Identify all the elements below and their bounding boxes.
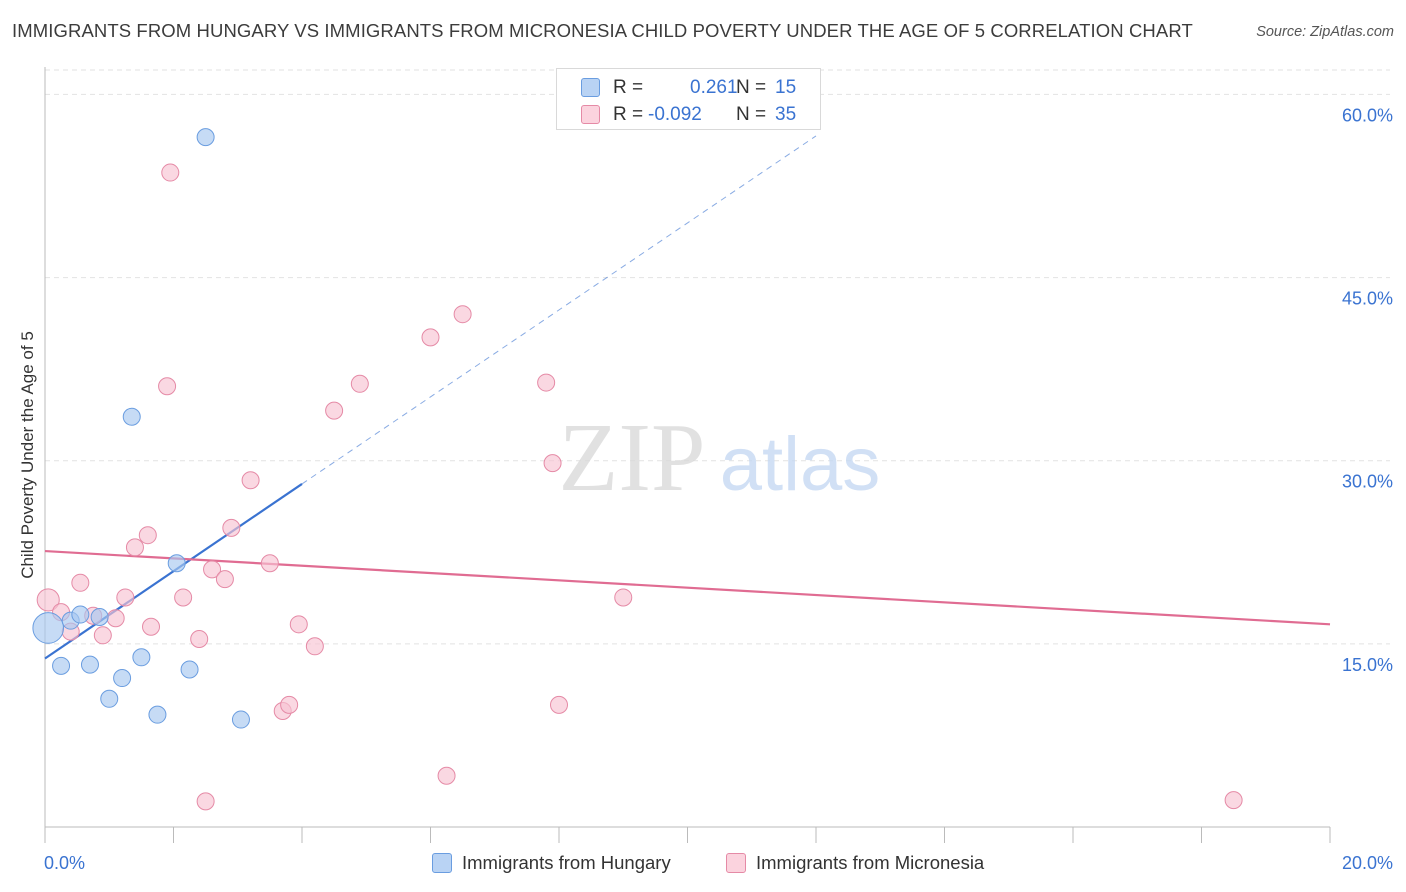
data-point — [148, 705, 167, 724]
data-point — [138, 526, 157, 545]
data-point — [196, 792, 215, 811]
data-point — [215, 570, 234, 589]
data-point — [100, 689, 119, 708]
legend-r-label: R = — [613, 77, 644, 98]
data-point — [421, 328, 440, 347]
trend-line — [44, 549, 1331, 626]
data-point — [32, 612, 65, 644]
series-swatch-micronesia — [726, 853, 746, 873]
legend-n-value: 35 — [775, 104, 797, 125]
data-point — [71, 605, 90, 624]
legend-n-label: N = — [736, 104, 767, 125]
x-tick-label: 20.0% — [1342, 853, 1393, 873]
data-point — [116, 588, 135, 607]
data-point — [80, 655, 99, 674]
data-point — [260, 554, 279, 573]
data-point — [52, 656, 71, 675]
stats-legend: R = 0.261 N = 15 R = -0.092 N = 35 — [556, 68, 821, 130]
watermark: ZIP atlas — [559, 404, 881, 512]
y-tick-label: 30.0% — [1342, 472, 1393, 492]
data-point — [203, 560, 222, 579]
data-point — [350, 374, 369, 393]
data-points — [32, 128, 1243, 811]
y-tick-label: 45.0% — [1342, 289, 1393, 309]
data-point — [537, 373, 556, 392]
data-point — [550, 695, 568, 714]
tick-labels: 15.0% 30.0% 45.0% 60.0% 0.0% 20.0% — [44, 105, 1393, 873]
data-point — [106, 609, 125, 628]
trend-line-extension — [301, 135, 817, 485]
data-point — [1224, 791, 1243, 810]
y-axis-title: Child Poverty Under the Age of 5 — [18, 331, 37, 579]
data-point — [190, 629, 209, 648]
series-swatch-hungary — [432, 853, 452, 873]
data-point — [231, 710, 250, 729]
legend-n-value: 15 — [775, 77, 797, 98]
legend-n-label: N = — [736, 77, 767, 98]
data-point — [90, 607, 109, 626]
data-point — [161, 163, 180, 182]
data-point — [280, 695, 299, 714]
x-tick-label: 0.0% — [44, 853, 85, 873]
legend-swatch-micronesia — [581, 105, 600, 124]
data-point — [158, 377, 177, 396]
trend-lines — [44, 135, 1331, 660]
data-point — [180, 660, 199, 679]
data-point — [122, 407, 141, 426]
data-point — [93, 626, 112, 645]
data-point — [167, 554, 186, 573]
series-name-micronesia: Immigrants from Micronesia — [756, 852, 985, 873]
grid-lines — [45, 69, 1390, 645]
data-point — [614, 588, 633, 607]
legend-r-value: -0.092 — [648, 104, 702, 125]
legend-swatch-hungary — [581, 78, 600, 97]
legend-r-value: 0.261 — [690, 77, 738, 98]
watermark-zip: ZIP — [559, 404, 706, 512]
series-name-hungary: Immigrants from Hungary — [462, 852, 671, 873]
chart-title: IMMIGRANTS FROM HUNGARY VS IMMIGRANTS FR… — [12, 20, 1193, 41]
data-point — [132, 648, 151, 667]
data-point — [305, 637, 324, 656]
y-tick-label: 60.0% — [1342, 105, 1393, 125]
data-point — [142, 617, 161, 636]
data-point — [196, 128, 215, 147]
legend-r-label: R = — [613, 104, 644, 125]
data-point — [125, 538, 144, 557]
data-point — [113, 669, 132, 688]
watermark-atlas: atlas — [720, 422, 881, 507]
data-point — [36, 588, 60, 612]
axes — [44, 67, 1331, 843]
data-point — [71, 573, 90, 592]
data-point — [241, 471, 260, 490]
data-point — [289, 615, 308, 634]
y-tick-label: 15.0% — [1342, 655, 1393, 675]
data-point — [453, 305, 472, 324]
source-credit: Source: ZipAtlas.com — [1256, 24, 1394, 40]
data-point — [325, 401, 344, 420]
data-point — [437, 766, 456, 785]
data-point — [543, 454, 562, 473]
data-point — [174, 588, 193, 607]
data-point — [222, 518, 241, 537]
